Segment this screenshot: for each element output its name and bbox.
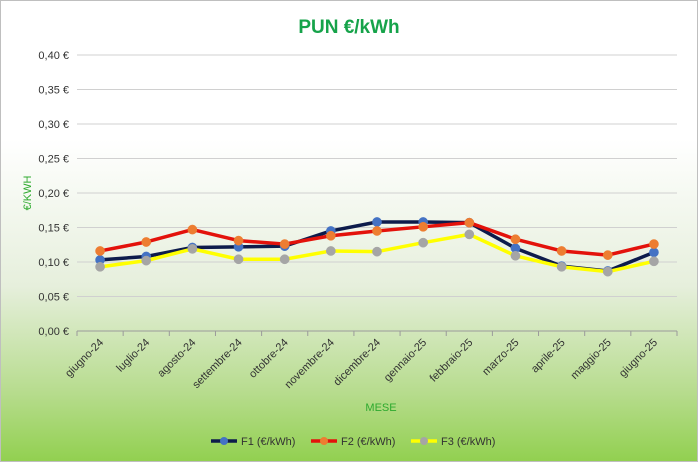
legend-label: F3 (€/kWh) <box>441 436 495 448</box>
y-axis-title: €/KWH <box>22 176 34 211</box>
legend: F1 (€/kWh) F2 (€/kWh) F3 (€/kWh) <box>211 436 495 448</box>
x-tick-label: giugno-25 <box>617 337 660 380</box>
x-tick-label: maggio-25 <box>569 337 614 382</box>
x-axis-title: MESE <box>365 402 396 414</box>
legend-marker <box>220 437 228 445</box>
x-tick-label: dicembre-24 <box>331 337 383 389</box>
data-point <box>602 266 613 277</box>
legend-label: F2 (€/kWh) <box>341 436 395 448</box>
data-point <box>279 254 290 265</box>
data-point <box>418 221 429 232</box>
legend-item: F1 (€/kWh) <box>211 436 295 448</box>
x-tick-label: marzo-25 <box>480 337 521 378</box>
x-tick-label: agosto-24 <box>155 337 198 380</box>
chart-title: PUN €/kWh <box>298 17 400 38</box>
y-tick-label: 0,30 € <box>38 119 69 131</box>
x-tick-label: febbraio-25 <box>428 337 476 385</box>
data-point <box>510 234 521 245</box>
x-tick-label: gennaio-25 <box>382 337 429 384</box>
data-point <box>95 261 105 272</box>
y-tick-label: 0,05 € <box>38 292 69 304</box>
data-point <box>556 246 567 256</box>
data-point <box>279 239 290 249</box>
x-tick-label: giugno-24 <box>63 337 106 380</box>
data-point <box>233 254 244 265</box>
legend-item: F3 (€/kWh) <box>411 436 495 448</box>
data-point <box>325 230 336 241</box>
data-point <box>141 255 152 266</box>
data-point <box>141 237 152 247</box>
data-point <box>649 247 659 258</box>
data-point <box>510 250 521 261</box>
data-point <box>187 244 198 254</box>
legend-label: F1 (€/kWh) <box>241 436 295 448</box>
data-point <box>649 256 659 267</box>
data-point <box>418 237 429 248</box>
data-point <box>372 246 382 257</box>
series <box>95 217 659 277</box>
series-2 <box>95 217 659 260</box>
legend-marker <box>320 437 328 445</box>
data-point <box>372 217 382 227</box>
x-tick-label: ottobre-24 <box>247 337 291 381</box>
gridlines <box>77 54 677 332</box>
y-tick-label: 0,10 € <box>38 257 69 269</box>
data-point <box>233 235 244 246</box>
x-tick-label: luglio-24 <box>114 337 152 375</box>
y-tick-label: 0,40 € <box>38 50 69 62</box>
data-point <box>556 261 567 272</box>
data-point <box>649 239 659 249</box>
legend-item: F2 (€/kWh) <box>311 436 395 448</box>
x-tick-label: settembre-24 <box>190 337 244 391</box>
y-tick-label: 0,20 € <box>38 188 69 200</box>
data-point <box>95 246 105 256</box>
series-3 <box>95 229 659 277</box>
data-point <box>464 217 475 228</box>
data-point <box>602 250 613 260</box>
x-tick-label: aprile-25 <box>529 337 568 376</box>
data-point <box>464 229 475 240</box>
y-tick-label: 0,00 € <box>38 326 69 338</box>
data-point <box>325 246 336 256</box>
y-tick-label: 0,35 € <box>38 85 69 97</box>
y-tick-label: 0,25 € <box>38 154 69 166</box>
legend-marker <box>420 437 428 445</box>
y-tick-label: 0,15 € <box>38 223 69 235</box>
y-axis: 0,00 € 0,05 € 0,10 € 0,15 € 0,20 € 0,25 € 0,30… <box>38 50 69 338</box>
x-tick-label: novembre-24 <box>283 337 337 391</box>
data-point <box>187 224 198 235</box>
data-point <box>372 226 382 236</box>
